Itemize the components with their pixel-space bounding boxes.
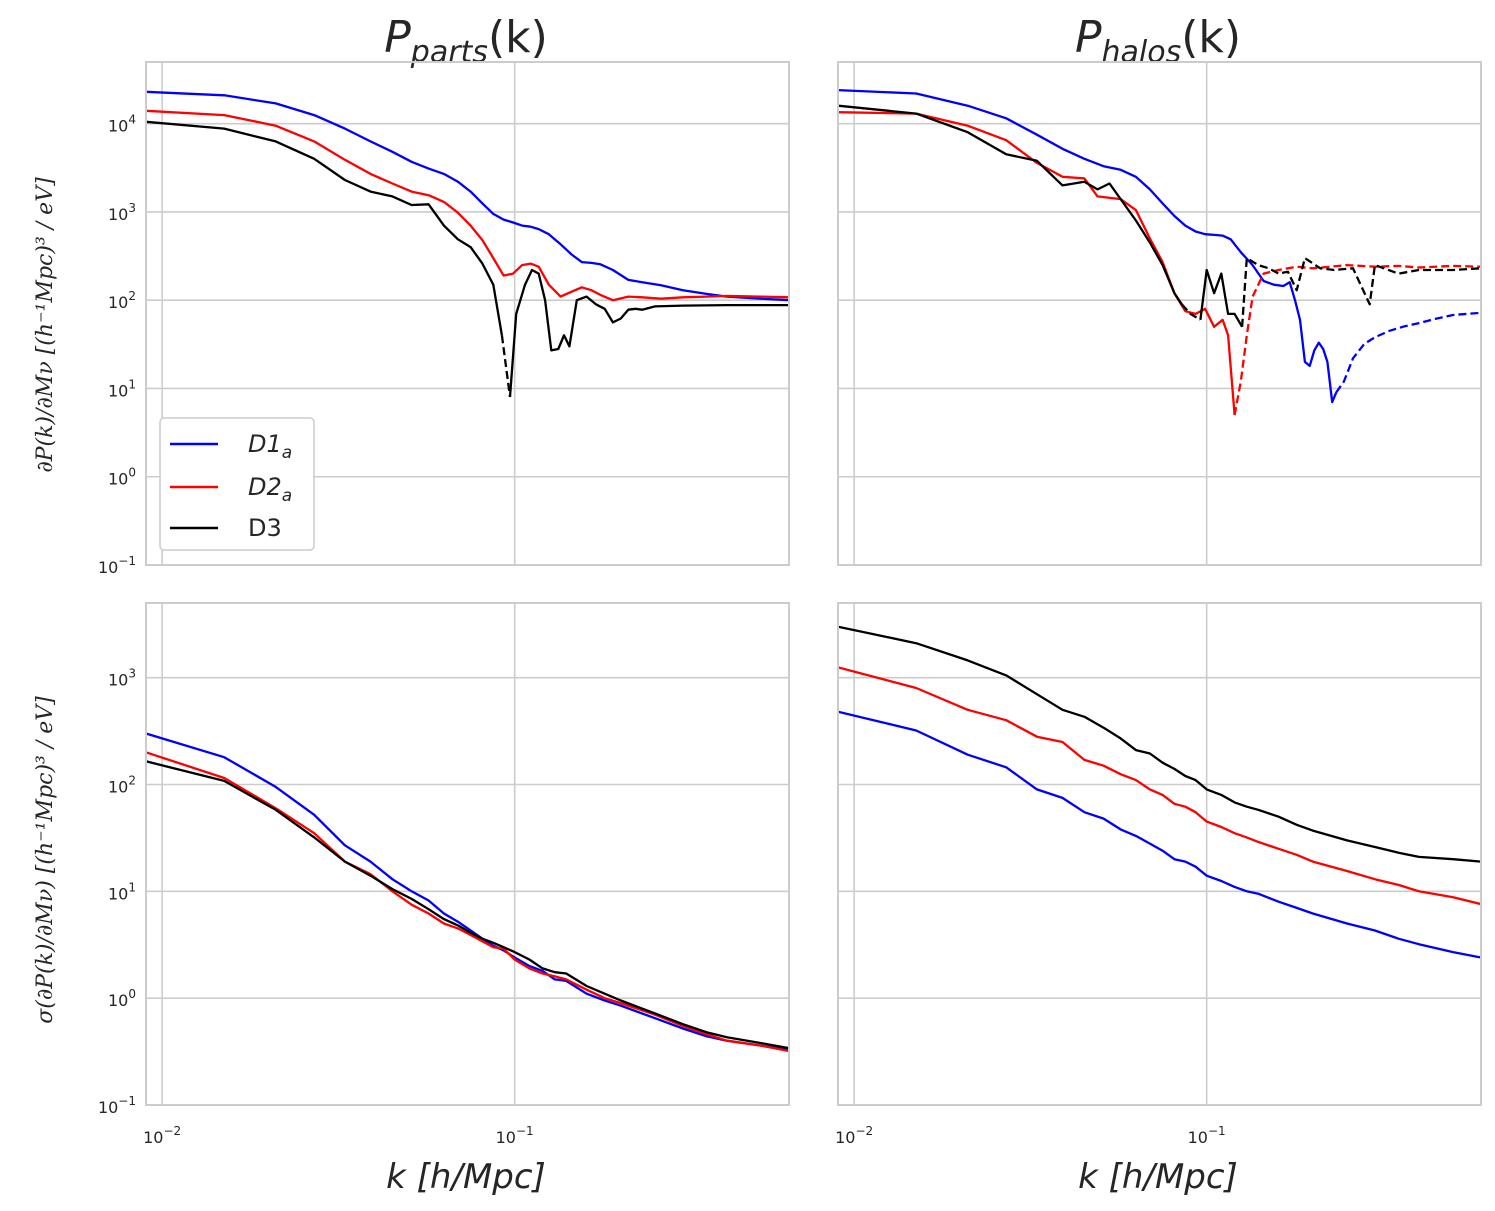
series-line-d3 bbox=[146, 760, 789, 1050]
panel-bottom-right: 10−2 10−1 bbox=[835, 602, 1482, 1147]
legend-label-d2a: D2a bbox=[248, 473, 292, 506]
x-tick-exp: −2 bbox=[163, 1124, 181, 1138]
series-line-d1a bbox=[1335, 311, 1481, 394]
y-tick-label: 100 bbox=[108, 466, 136, 489]
y-tick-exp: −1 bbox=[118, 1094, 136, 1108]
y-tick-exp: 0 bbox=[128, 987, 136, 1001]
y-tick-label: 102 bbox=[108, 774, 136, 797]
legend-box bbox=[159, 417, 315, 551]
y-tick-label: 101 bbox=[108, 377, 136, 400]
series-line-d3 bbox=[1240, 256, 1481, 327]
y-tick-exp: 0 bbox=[128, 466, 136, 480]
series-line-d1a bbox=[146, 90, 789, 302]
xlabel-left: k [h/Mpc] bbox=[386, 1157, 546, 1197]
y-tick-label: 104 bbox=[108, 113, 136, 136]
series-line-d2a bbox=[146, 109, 789, 302]
x-tick-label: 10−1 bbox=[1188, 1124, 1226, 1147]
series-line-d3 bbox=[1199, 268, 1244, 328]
legend: D1a D2a D3 bbox=[159, 417, 315, 551]
y-tick-base: 10 bbox=[98, 558, 118, 577]
y-tick-base: 10 bbox=[108, 884, 128, 903]
y-tick-base: 10 bbox=[108, 470, 128, 489]
series-group bbox=[838, 88, 1481, 416]
series-line-d2a bbox=[1233, 263, 1481, 416]
ylabel-bottom-text: σ(∂P(k)/∂Mν) [(h⁻¹Mpc)³ / eV] bbox=[33, 696, 58, 1024]
series-line-d1a bbox=[146, 732, 789, 1051]
axes-frame bbox=[837, 602, 1482, 1106]
y-tick-exp: 3 bbox=[128, 201, 136, 215]
x-tick-exp: −2 bbox=[855, 1124, 873, 1138]
y-tick-label: 100 bbox=[108, 987, 136, 1010]
series-line-d3 bbox=[508, 268, 789, 398]
y-tick-label: 101 bbox=[108, 880, 136, 903]
x-tick-exp: −1 bbox=[516, 1124, 534, 1138]
series-line-d3 bbox=[838, 104, 1183, 305]
series-line-d2a bbox=[838, 111, 1236, 416]
xlabel-right: k [h/Mpc] bbox=[1078, 1157, 1238, 1197]
series-line-d3 bbox=[146, 120, 504, 336]
x-tick-label: 10−1 bbox=[496, 1124, 534, 1147]
series-group bbox=[838, 625, 1481, 959]
series-group bbox=[146, 90, 789, 398]
y-tick-exp: −1 bbox=[118, 554, 136, 568]
x-tick-label: 10−2 bbox=[835, 1124, 873, 1147]
y-tick-label: 10−1 bbox=[98, 554, 136, 577]
y-tick-exp: 3 bbox=[128, 667, 136, 681]
y-tick-base: 10 bbox=[108, 293, 128, 312]
y-tick-exp: 1 bbox=[128, 880, 136, 894]
ylabel-top-text: ∂P(k)/∂Mν [(h⁻¹Mpc)³ / eV] bbox=[33, 177, 58, 473]
legend-label-d1a: D1a bbox=[248, 430, 292, 463]
y-tick-label: 102 bbox=[108, 289, 136, 312]
axes-frame bbox=[145, 602, 790, 1106]
ylabel-bottom: σ(∂P(k)/∂Mν) [(h⁻¹Mpc)³ / eV] bbox=[33, 696, 58, 1024]
title-right: Phalos(k) bbox=[1075, 12, 1241, 70]
legend-label-d3: D3 bbox=[248, 514, 282, 542]
ylabel-top: ∂P(k)/∂Mν [(h⁻¹Mpc)³ / eV] bbox=[33, 177, 58, 473]
y-tick-label: 103 bbox=[108, 201, 136, 224]
x-tick-label: 10−2 bbox=[143, 1124, 181, 1147]
x-tick-base: 10 bbox=[835, 1128, 855, 1147]
y-tick-base: 10 bbox=[98, 1098, 118, 1117]
x-tick-base: 10 bbox=[496, 1128, 516, 1147]
axes-frame bbox=[145, 61, 790, 566]
x-tick-base: 10 bbox=[143, 1128, 163, 1147]
series-line-d2a bbox=[146, 751, 789, 1053]
series-line-d2a bbox=[838, 666, 1481, 906]
series-line-d3 bbox=[838, 625, 1481, 863]
y-tick-base: 10 bbox=[108, 778, 128, 797]
panel-top-right bbox=[837, 61, 1482, 566]
x-tick-base: 10 bbox=[1188, 1128, 1208, 1147]
y-tick-exp: 2 bbox=[128, 774, 136, 788]
y-tick-base: 10 bbox=[108, 205, 128, 224]
series-group bbox=[146, 732, 789, 1053]
title-left: Pparts(k) bbox=[384, 12, 548, 70]
y-tick-base: 10 bbox=[108, 381, 128, 400]
y-tick-label: 10−1 bbox=[98, 1094, 136, 1117]
y-tick-base: 10 bbox=[108, 991, 128, 1010]
series-line-d3 bbox=[500, 335, 512, 398]
y-tick-base: 10 bbox=[108, 671, 128, 690]
y-tick-exp: 2 bbox=[128, 289, 136, 303]
y-tick-exp: 1 bbox=[128, 377, 136, 391]
series-line-d1a bbox=[838, 88, 1338, 404]
axes-frame bbox=[837, 61, 1482, 566]
y-tick-base: 10 bbox=[108, 117, 128, 136]
x-tick-exp: −1 bbox=[1208, 1124, 1226, 1138]
series-line-d1a bbox=[838, 710, 1481, 959]
series-line-d3 bbox=[1180, 303, 1201, 321]
y-tick-exp: 4 bbox=[128, 113, 136, 127]
y-tick-label: 103 bbox=[108, 667, 136, 690]
